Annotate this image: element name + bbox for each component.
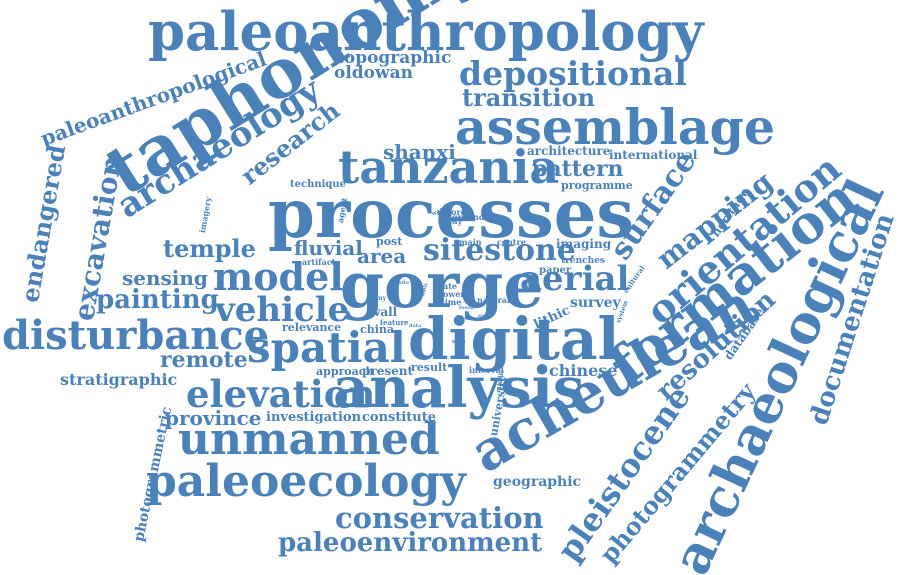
- word-wall: wall: [370, 305, 398, 319]
- word-oldowan: oldowan: [334, 63, 414, 83]
- word-tanzania: tanzania: [338, 140, 560, 194]
- word-paleoenvironment: paleoenvironment: [278, 528, 543, 558]
- word-spatial: spatial: [247, 323, 406, 372]
- word-early: early: [478, 313, 492, 319]
- word-processes: processes: [268, 174, 635, 253]
- word-painting: painting: [96, 285, 219, 315]
- word-pattern: pattern: [532, 156, 624, 182]
- word-province: province: [165, 406, 262, 430]
- word-record: record: [437, 207, 467, 217]
- word-conservation: conservation: [335, 501, 544, 535]
- word-lower: lower: [440, 289, 465, 299]
- word-post: post: [376, 235, 403, 248]
- word-disturbance: disturbance: [2, 312, 270, 359]
- word-study: study: [438, 216, 463, 226]
- word-ground: ground: [452, 212, 485, 222]
- word-aerial: aerial: [520, 259, 630, 299]
- word-geographic: geographic: [493, 474, 582, 490]
- word-paleoecology: paleoecology: [146, 456, 466, 507]
- word-bone: bone: [452, 339, 466, 345]
- word-elevation: elevation: [186, 372, 376, 416]
- word-many: many: [368, 295, 387, 302]
- word-analysis: analysis: [333, 355, 585, 421]
- word-area: area: [357, 244, 407, 268]
- word-china: china: [360, 323, 394, 336]
- word-fluvial: fluvial: [294, 236, 363, 260]
- word-investigation: investigation: [266, 410, 362, 425]
- word-depositional: depositional: [459, 54, 687, 93]
- word-stratigraphic: stratigraphic: [60, 370, 178, 389]
- word-programme: programme: [561, 179, 633, 192]
- word-unmanned: unmanned: [178, 414, 440, 465]
- word-paleoanthropology: paleoanthropology: [148, 1, 704, 63]
- word-interval: interval: [469, 365, 504, 375]
- word-result: result: [411, 361, 448, 374]
- word-imaging: imaging: [556, 237, 612, 251]
- word-approach: approach: [316, 365, 374, 378]
- word-time: time: [441, 297, 462, 307]
- word-temple: temple: [163, 234, 256, 263]
- word-endangered: endangered: [15, 142, 72, 305]
- word-sensing: sensing: [122, 266, 208, 290]
- word-shanxi: shanxi: [383, 140, 456, 164]
- word-trenches: trenches: [561, 256, 605, 266]
- word-natural: natural: [477, 295, 510, 305]
- word-relevance: relevance: [282, 321, 342, 334]
- word-technique: technique: [290, 179, 347, 190]
- word-present: present: [362, 364, 414, 378]
- word-sitestone: sitestone: [423, 233, 576, 268]
- word-feature: feature: [380, 318, 409, 327]
- word-data: data: [409, 323, 422, 329]
- word-artifact: artifact: [302, 257, 336, 267]
- word-site: site: [399, 280, 410, 286]
- word-centre: centre: [497, 237, 526, 247]
- word-architecture: architecture: [527, 144, 611, 158]
- word-international: international: [609, 148, 698, 162]
- word-remote: remote: [160, 347, 248, 373]
- word-digital: digital: [408, 305, 620, 373]
- word-transition: transition: [462, 83, 596, 112]
- word-constitute: constitute: [362, 410, 437, 425]
- word-topographic: topographic: [336, 48, 452, 68]
- word-chinese: chinese: [549, 361, 618, 380]
- word-main: main: [459, 237, 482, 247]
- word-fossil: fossil: [459, 305, 474, 311]
- word-vehicle: vehicle: [215, 290, 350, 330]
- word-imagery: imagery: [197, 196, 214, 234]
- word-assemblage: assemblage: [455, 98, 776, 156]
- word-survey: survey: [570, 295, 621, 311]
- word-gorge: gorge: [340, 248, 544, 322]
- word-paper: paper: [539, 265, 572, 276]
- word-model: model: [213, 254, 344, 299]
- word-late: late: [440, 281, 458, 291]
